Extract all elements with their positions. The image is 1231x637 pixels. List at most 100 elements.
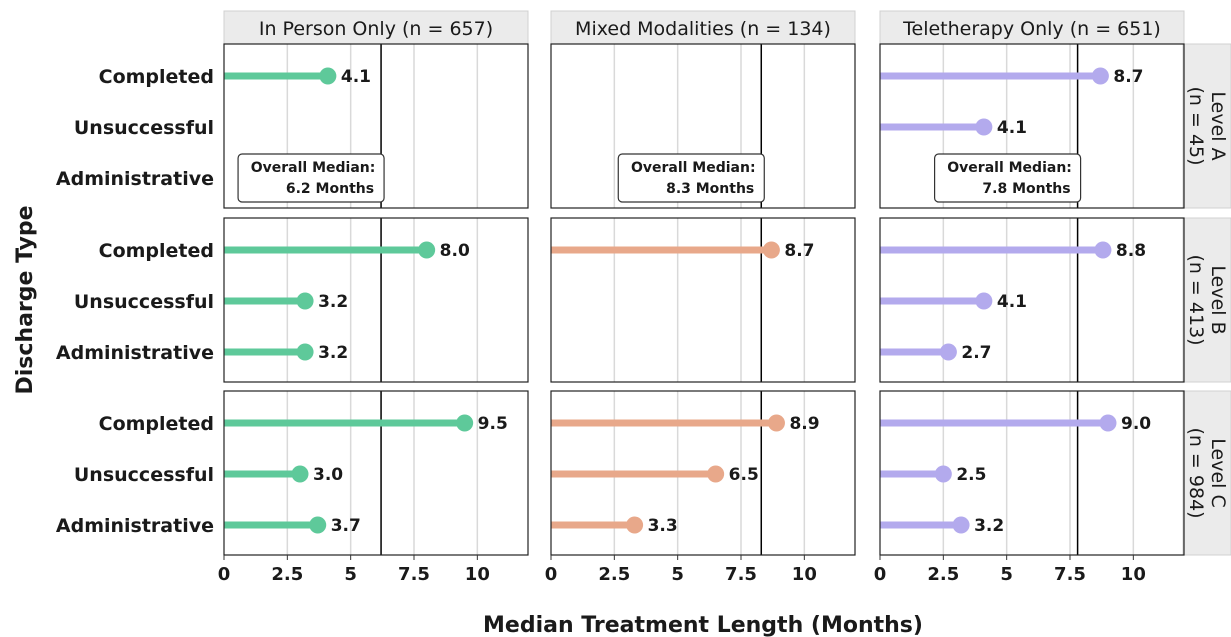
value-label: 8.0 (440, 241, 470, 261)
panel: 8.8 4.1 2.7 (879, 217, 1185, 383)
column-strip (223, 10, 529, 45)
category-label: Unsuccessful (74, 117, 214, 139)
panel: 8.0 3.2 3.2 (223, 217, 529, 383)
lollipop-point (456, 414, 474, 432)
median-annotation-title: Overall Median: (947, 160, 1072, 176)
x-tick-label: 0 (545, 564, 558, 585)
lollipop-point (952, 516, 970, 534)
panel: 8.7 (550, 217, 856, 383)
x-tick-label: 10 (792, 564, 817, 585)
median-annotation-title: Overall Median: (251, 160, 376, 176)
category-label: Completed (99, 413, 214, 435)
value-label: 8.7 (1113, 67, 1143, 87)
panel: 8.9 6.5 3.3 (550, 390, 856, 556)
column-strip (550, 10, 856, 45)
median-annotation-title: Overall Median: (631, 160, 756, 176)
value-label: 8.9 (789, 414, 819, 434)
x-tick-label: 10 (465, 564, 490, 585)
lollipop-point (296, 292, 314, 310)
lollipop-point (319, 67, 337, 85)
value-label: 4.1 (997, 118, 1027, 138)
panel: Overall Median: 8.3 Months (550, 43, 856, 209)
panel-border (550, 43, 856, 209)
value-label: 6.5 (729, 465, 759, 485)
y-axis-title: Discharge Type (13, 205, 38, 394)
lollipop-point (1094, 241, 1112, 259)
lollipop-point (291, 465, 309, 483)
value-label: 3.2 (318, 292, 348, 312)
panel-border (550, 217, 856, 383)
panel-border (550, 390, 856, 556)
x-axis-title: Median Treatment Length (Months) (483, 613, 923, 637)
panel-border (223, 217, 529, 383)
category-label: Completed (99, 240, 214, 262)
lollipop-point (626, 516, 644, 534)
value-label: 4.1 (341, 67, 371, 87)
x-tick-label: 0 (218, 564, 231, 585)
lollipop-point (939, 343, 957, 361)
x-tick-label: 2.5 (927, 564, 959, 585)
panel-border (223, 43, 529, 209)
value-label: 8.7 (784, 241, 814, 261)
panel-border (879, 43, 1185, 209)
value-label: 3.0 (313, 465, 343, 485)
value-label: 3.2 (318, 343, 348, 363)
panel-border (879, 217, 1185, 383)
lollipop-point (975, 292, 993, 310)
median-annotation-box (617, 153, 765, 203)
median-annotation-box (933, 153, 1082, 203)
lollipop-point (418, 241, 436, 259)
median-annotation-box (237, 153, 385, 203)
row-strip-label: Level C (1207, 438, 1229, 507)
category-label: Unsuccessful (74, 291, 214, 313)
row-strip (1182, 390, 1231, 556)
row-strip-label: Level B (1207, 265, 1229, 334)
row-strip (1182, 217, 1231, 383)
lollipop-point (767, 414, 785, 432)
column-strip-label: In Person Only (n = 657) (259, 18, 493, 40)
x-tick-label: 5 (671, 564, 684, 585)
x-tick-label: 2.5 (271, 564, 303, 585)
column-strip-label: Mixed Modalities (n = 134) (575, 18, 831, 40)
x-tick-label: 2.5 (598, 564, 630, 585)
category-label: Administrative (56, 342, 214, 364)
x-tick-label: 10 (1121, 564, 1146, 585)
x-tick-label: 7.5 (398, 564, 430, 585)
category-label: Administrative (56, 515, 214, 537)
row-strip (1182, 43, 1231, 209)
column-strip (879, 10, 1185, 45)
column-strip-label: Teletherapy Only (n = 651) (902, 18, 1161, 40)
value-label: 3.7 (331, 516, 361, 536)
lollipop-point (762, 241, 780, 259)
x-tick-label: 7.5 (725, 564, 757, 585)
value-label: 3.2 (974, 516, 1004, 536)
lollipop-point (309, 516, 327, 534)
x-tick-label: 5 (1000, 564, 1013, 585)
row-strip-sublabel: (n = 413) (1185, 254, 1207, 345)
lollipop-point (296, 343, 314, 361)
lollipop-point (707, 465, 725, 483)
value-label: 9.5 (478, 414, 508, 434)
value-label: 9.0 (1121, 414, 1151, 434)
x-tick-label: 0 (874, 564, 887, 585)
panel-border (879, 390, 1185, 556)
panel: 9.0 2.5 3.2 (879, 390, 1185, 556)
lollipop-point (934, 465, 952, 483)
category-label: Unsuccessful (74, 464, 214, 486)
x-tick-label: 5 (344, 564, 357, 585)
category-label: Administrative (56, 168, 214, 190)
value-label: 8.8 (1116, 241, 1146, 261)
row-strip-label: Level A (1207, 91, 1229, 160)
lollipop-point (1091, 67, 1109, 85)
panel: 4.1 Overall Median: 6.2 Months (223, 43, 529, 209)
row-strip-sublabel: (n = 984) (1185, 427, 1207, 518)
panel: 9.5 3.0 3.7 (223, 390, 529, 556)
value-label: 2.5 (956, 465, 986, 485)
panel-border (223, 390, 529, 556)
lollipop-point (975, 118, 993, 136)
panel: 8.7 4.1 Overall Median: 7.8 Months (879, 43, 1185, 209)
x-tick-label: 7.5 (1054, 564, 1086, 585)
lollipop-point (1099, 414, 1117, 432)
median-annotation-value: 6.2 Months (286, 181, 374, 197)
